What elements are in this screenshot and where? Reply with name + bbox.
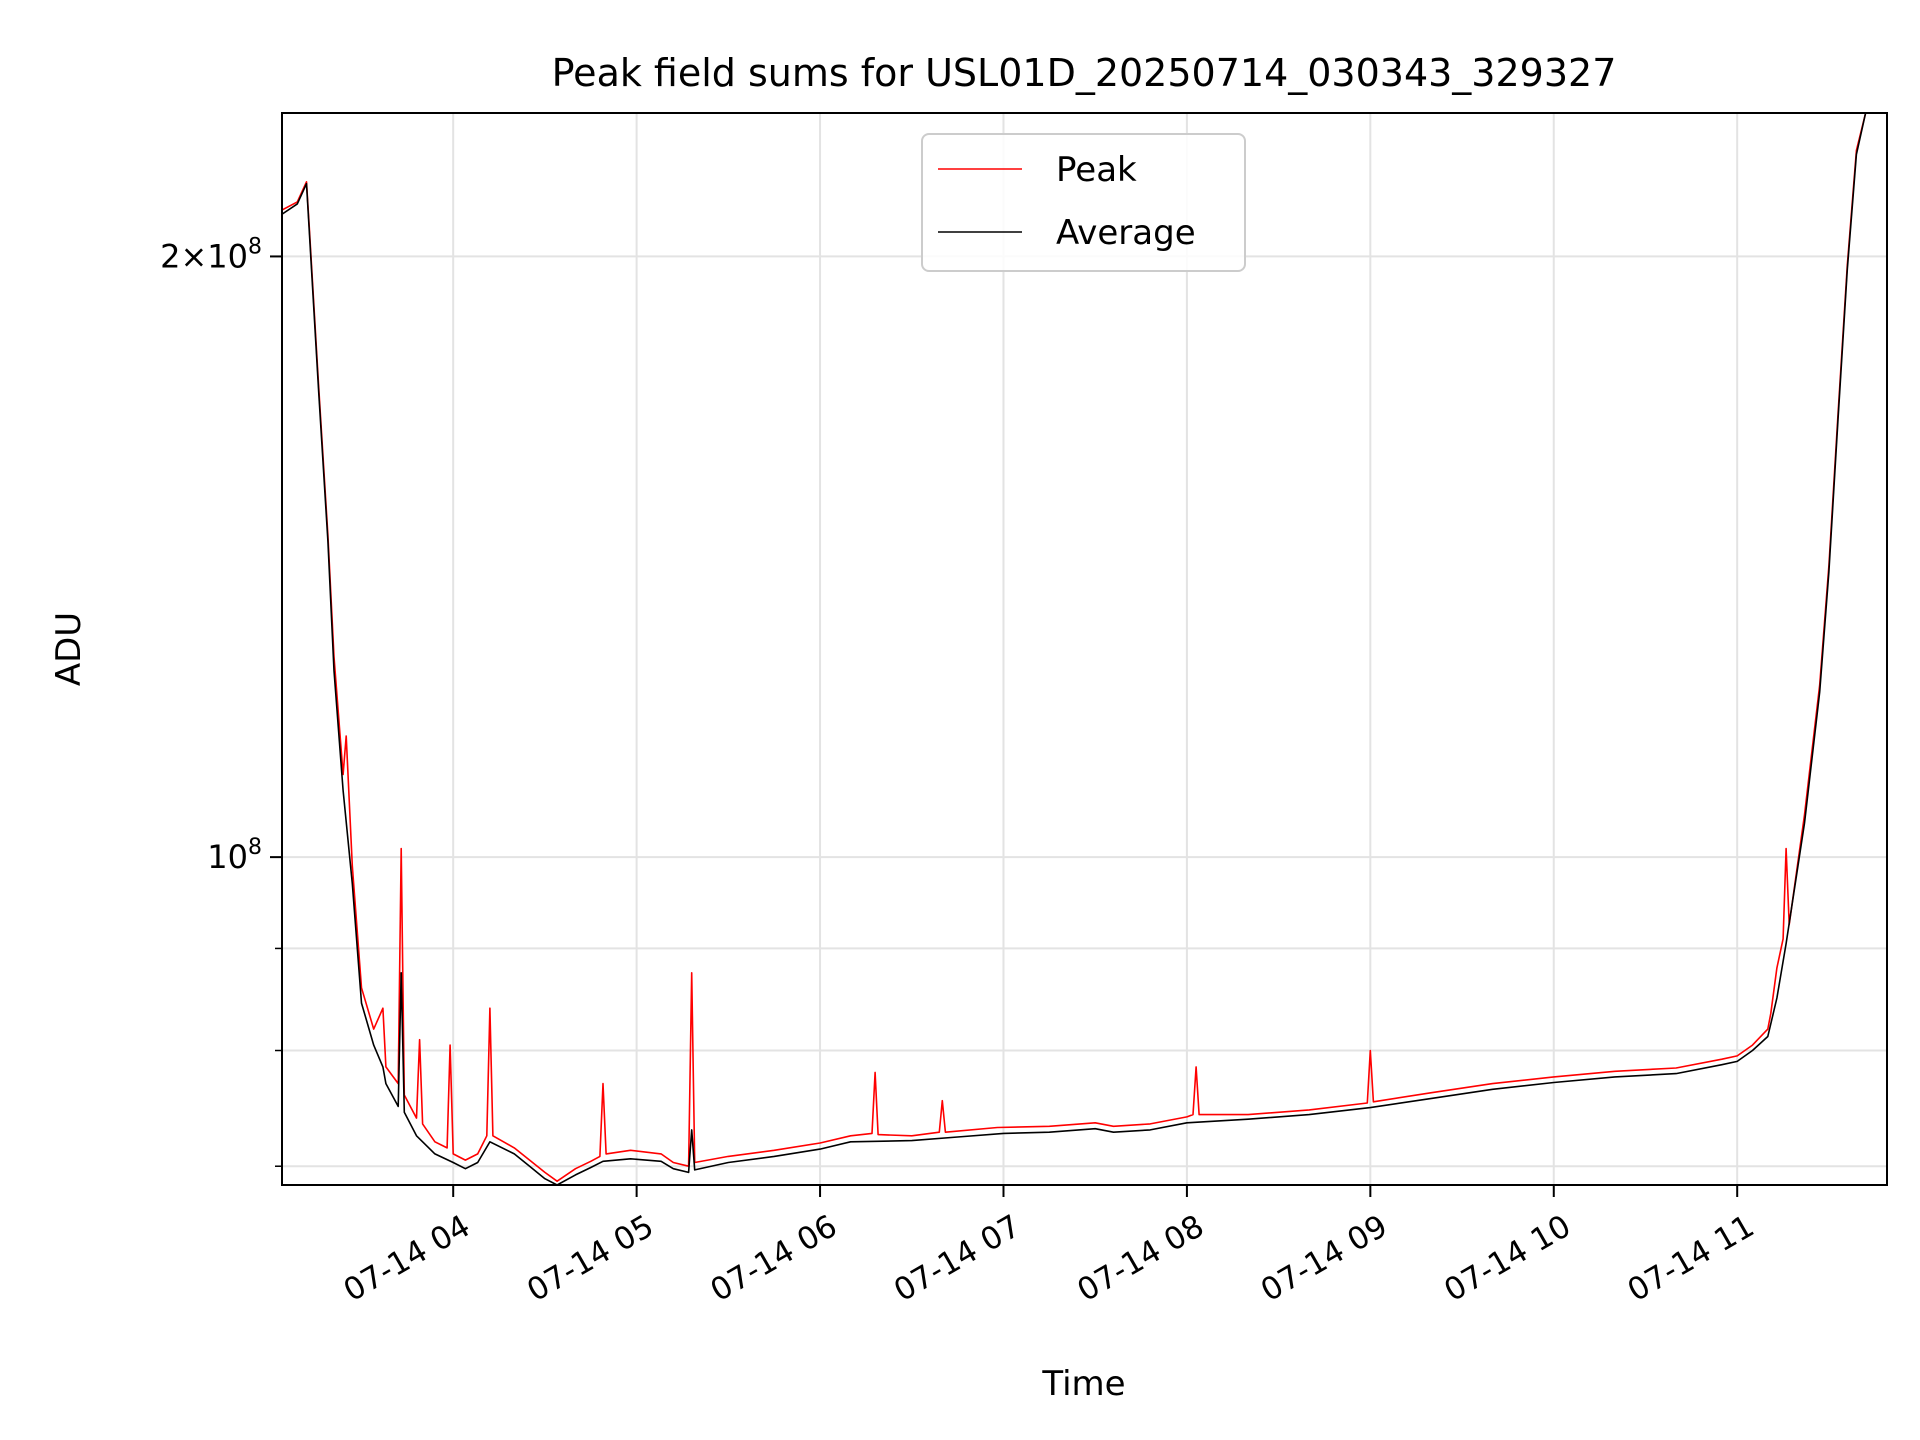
legend-box [921,133,1246,272]
y-tick-label: 2×108 [160,234,262,275]
legend-label-average: Average [1056,213,1196,253]
y-axis-label: ADU [49,612,89,686]
y-tick-label: 108 [207,835,262,876]
series-line-average [282,113,1887,1185]
grid [282,113,1887,1185]
x-axis-label: Time [1041,1364,1125,1404]
legend-label-peak: Peak [1056,150,1137,190]
legend: Peak Average [921,133,1246,272]
plot-frame [281,112,1888,1186]
series-layer [282,113,1887,1185]
series-line-peak [282,113,1887,1182]
chart-title: Peak field sums for USL01D_20250714_0303… [552,51,1617,95]
